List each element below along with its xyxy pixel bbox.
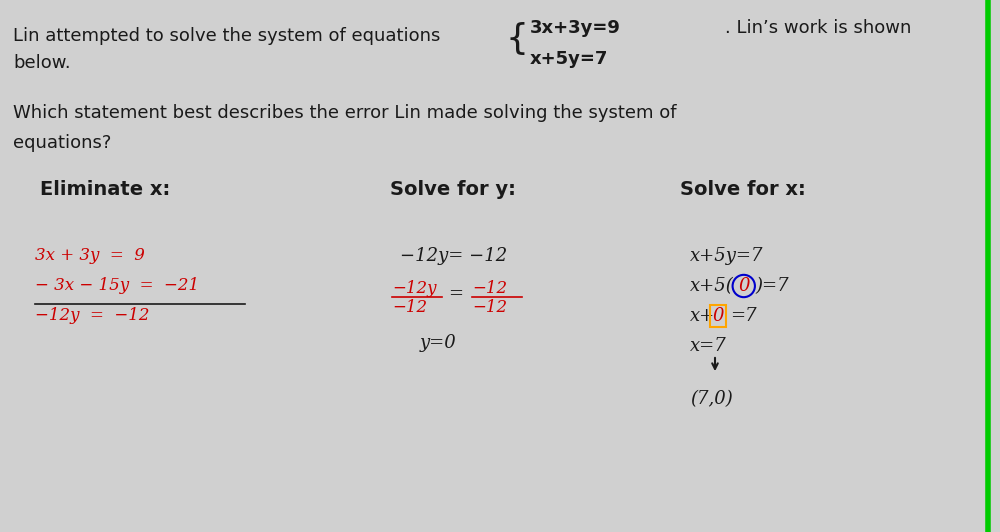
Text: )=7: )=7 xyxy=(755,277,789,295)
Text: x+: x+ xyxy=(690,307,715,325)
Text: −12y: −12y xyxy=(392,280,436,297)
Text: 3x + 3y  =  9: 3x + 3y = 9 xyxy=(35,247,145,264)
Text: 3x+3y=9: 3x+3y=9 xyxy=(530,19,621,37)
Text: 0: 0 xyxy=(738,277,750,295)
Text: −12: −12 xyxy=(472,280,507,297)
Text: x+5y=7: x+5y=7 xyxy=(530,50,608,68)
Text: =7: =7 xyxy=(730,307,757,325)
Text: −12y  =  −12: −12y = −12 xyxy=(35,307,150,324)
Text: −12: −12 xyxy=(472,299,507,316)
Text: Solve for x:: Solve for x: xyxy=(680,180,806,199)
Text: x+5y=7: x+5y=7 xyxy=(690,247,764,265)
Text: equations?: equations? xyxy=(13,134,111,152)
Text: y=0: y=0 xyxy=(420,334,457,352)
Text: . Lin’s work is shown: . Lin’s work is shown xyxy=(725,19,911,37)
Text: −12: −12 xyxy=(392,299,427,316)
Text: x+5(: x+5( xyxy=(690,277,734,295)
Text: (7,0): (7,0) xyxy=(690,390,733,408)
Text: below.: below. xyxy=(13,54,71,72)
Text: Which statement best describes the error Lin made solving the system of: Which statement best describes the error… xyxy=(13,104,676,122)
Text: − 3x − 15y  =  −21: − 3x − 15y = −21 xyxy=(35,277,199,294)
Text: =: = xyxy=(448,285,463,303)
Text: $\{$: $\{$ xyxy=(505,20,525,57)
Text: Solve for y:: Solve for y: xyxy=(390,180,516,199)
Text: x=7: x=7 xyxy=(690,337,727,355)
Text: Eliminate x:: Eliminate x: xyxy=(40,180,170,199)
Text: 0: 0 xyxy=(712,307,724,325)
Text: Lin attempted to solve the system of equations: Lin attempted to solve the system of equ… xyxy=(13,27,440,45)
Text: −12y= −12: −12y= −12 xyxy=(400,247,507,265)
